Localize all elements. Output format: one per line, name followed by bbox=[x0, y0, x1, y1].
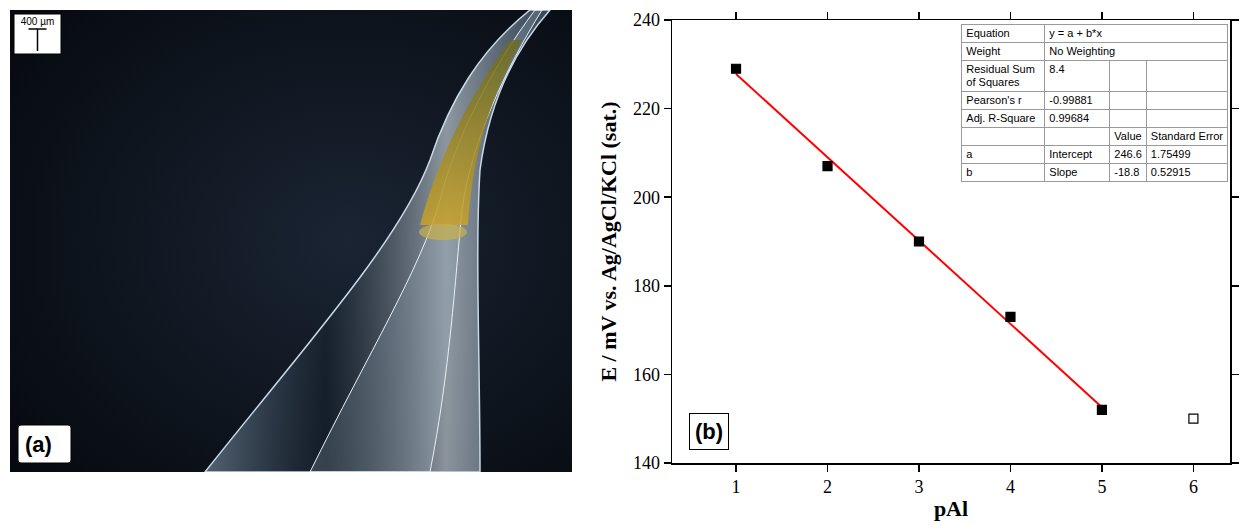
svg-text:180: 180 bbox=[633, 276, 660, 296]
html-text:y = a + b*x: y = a + b*x bbox=[1049, 27, 1102, 39]
svg-text:6: 6 bbox=[1189, 477, 1198, 497]
svg-text:(b): (b) bbox=[695, 419, 723, 444]
html-text:Intercept: Intercept bbox=[1049, 148, 1093, 160]
svg-text:240: 240 bbox=[633, 10, 660, 30]
html-text:246.6: 246.6 bbox=[1114, 148, 1142, 160]
html-text:Standard Error: Standard Error bbox=[1150, 130, 1223, 142]
svg-text:400 µm: 400 µm bbox=[21, 16, 55, 27]
html-text:Adj. R-Square: Adj. R-Square bbox=[966, 112, 1036, 124]
html-text:Residual Sum of Squares: Residual Sum of Squares bbox=[966, 63, 1035, 88]
html-text:0.52915: 0.52915 bbox=[1150, 166, 1191, 178]
svg-text:2: 2 bbox=[823, 477, 832, 497]
html-text:-0.99881: -0.99881 bbox=[1049, 94, 1093, 106]
svg-text:E / mV vs. Ag/AgCl/KCl (sat.): E / mV vs. Ag/AgCl/KCl (sat.) bbox=[596, 101, 621, 381]
svg-text:160: 160 bbox=[633, 365, 660, 385]
svg-text:(a): (a) bbox=[25, 432, 52, 457]
html-text:8.4: 8.4 bbox=[1049, 63, 1065, 75]
html-text:No Weighting: No Weighting bbox=[1049, 45, 1116, 57]
html-text:1.75499: 1.75499 bbox=[1150, 148, 1191, 160]
svg-text:pAl: pAl bbox=[934, 496, 968, 521]
html-text:-18.8: -18.8 bbox=[1114, 166, 1140, 178]
html-text:Pearson's r: Pearson's r bbox=[966, 94, 1022, 106]
html-text:Weight: Weight bbox=[966, 45, 1001, 57]
svg-text:140: 140 bbox=[633, 453, 660, 473]
html-text:Equation: Equation bbox=[966, 27, 1010, 39]
svg-text:4: 4 bbox=[1006, 477, 1015, 497]
html-text:Value: Value bbox=[1114, 130, 1142, 142]
svg-text:200: 200 bbox=[633, 188, 660, 208]
svg-text:5: 5 bbox=[1097, 477, 1106, 497]
html-text:Slope: Slope bbox=[1049, 166, 1078, 178]
svg-text:1: 1 bbox=[732, 477, 741, 497]
html-text:0.99684: 0.99684 bbox=[1049, 112, 1090, 124]
html-text:a: a bbox=[966, 148, 973, 160]
svg-text:220: 220 bbox=[633, 99, 660, 119]
html-text:b: b bbox=[966, 166, 973, 178]
svg-text:3: 3 bbox=[914, 477, 923, 497]
